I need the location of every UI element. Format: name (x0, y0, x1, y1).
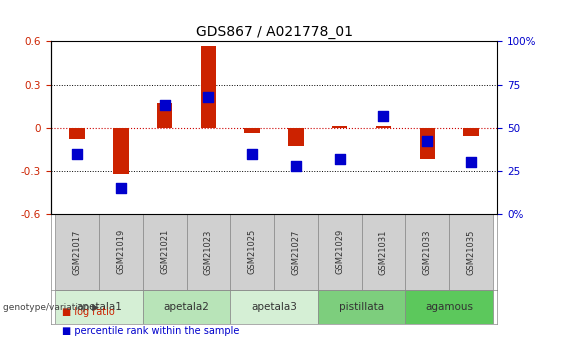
Bar (318, 214, 362, 290)
Point (72, 151, 81, 156)
Text: genotype/variation ▶: genotype/variation ▶ (3, 303, 99, 312)
Bar (99, 214, 143, 290)
Bar (405, 214, 449, 290)
Bar (274, 214, 318, 290)
Title: GDS867 / A021778_01: GDS867 / A021778_01 (195, 25, 353, 39)
Text: apetala2: apetala2 (164, 302, 210, 312)
Text: GSM21029: GSM21029 (335, 229, 344, 275)
Text: apetala1: apetala1 (76, 302, 122, 312)
Bar (186, 214, 231, 290)
Point (379, 113, 388, 118)
Point (204, 94, 213, 99)
Point (467, 159, 476, 165)
Point (247, 151, 257, 156)
Text: GSM21019: GSM21019 (116, 229, 125, 275)
Point (292, 163, 301, 168)
Text: pistillata: pistillata (339, 302, 384, 312)
Text: GSM21017: GSM21017 (73, 229, 81, 275)
Bar (55, 290, 143, 324)
Bar (245, 128, 260, 134)
Bar (113, 128, 128, 174)
Bar (143, 214, 186, 290)
Text: agamous: agamous (425, 302, 473, 312)
Bar (69, 128, 85, 139)
Bar (201, 46, 216, 128)
Bar (231, 290, 318, 324)
Point (116, 185, 125, 191)
Bar (420, 128, 435, 159)
Text: GSM21021: GSM21021 (160, 229, 169, 275)
Text: ■ log ratio: ■ log ratio (62, 307, 115, 317)
Text: GSM21023: GSM21023 (204, 229, 213, 275)
Bar (376, 126, 391, 128)
Text: GSM21031: GSM21031 (379, 229, 388, 275)
Text: ■ percentile rank within the sample: ■ percentile rank within the sample (62, 326, 240, 336)
Bar (362, 214, 405, 290)
Text: GSM21035: GSM21035 (467, 229, 475, 275)
Bar (231, 214, 274, 290)
Text: GSM21033: GSM21033 (423, 229, 432, 275)
Text: apetala3: apetala3 (251, 302, 297, 312)
Point (160, 102, 169, 108)
Bar (449, 214, 493, 290)
Bar (463, 128, 479, 136)
Bar (143, 290, 231, 324)
Bar (332, 126, 347, 128)
Text: GSM21027: GSM21027 (292, 229, 301, 275)
Bar (157, 103, 172, 128)
Bar (55, 214, 99, 290)
Point (335, 156, 344, 161)
Point (423, 139, 432, 144)
Bar (318, 290, 405, 324)
Text: GSM21025: GSM21025 (247, 229, 257, 275)
Bar (288, 128, 303, 146)
Bar (405, 290, 493, 324)
